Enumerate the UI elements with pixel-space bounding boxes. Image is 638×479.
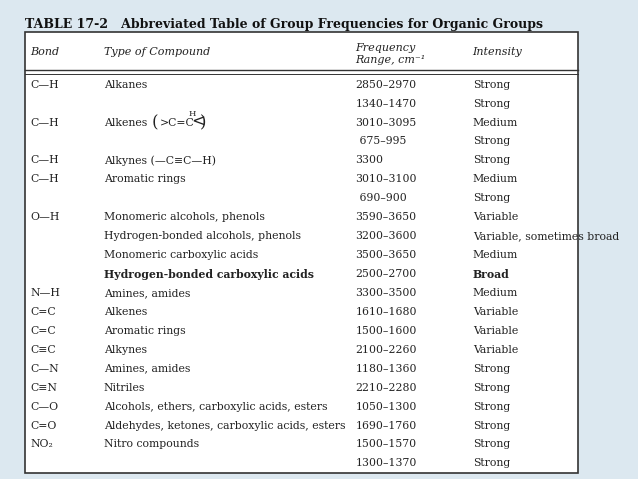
Text: Strong: Strong <box>473 137 510 147</box>
Text: C≡N: C≡N <box>31 383 57 393</box>
Text: Nitro compounds: Nitro compounds <box>104 439 199 449</box>
Text: Medium: Medium <box>473 288 518 298</box>
Text: Hydrogen-bonded alcohols, phenols: Hydrogen-bonded alcohols, phenols <box>104 231 301 241</box>
Text: 675–995: 675–995 <box>355 137 406 147</box>
Text: ): ) <box>200 114 206 131</box>
Text: 3300: 3300 <box>355 155 383 165</box>
Text: Hydrogen-bonded carboxylic acids: Hydrogen-bonded carboxylic acids <box>104 269 314 280</box>
Text: Strong: Strong <box>473 194 510 203</box>
Text: Strong: Strong <box>473 383 510 393</box>
Text: TABLE 17-2   Abbreviated Table of Group Frequencies for Organic Groups: TABLE 17-2 Abbreviated Table of Group Fr… <box>25 18 543 31</box>
Text: Type of Compound: Type of Compound <box>104 47 210 57</box>
Text: 690–900: 690–900 <box>355 194 406 203</box>
Text: 3590–3650: 3590–3650 <box>355 212 417 222</box>
Text: Intensity: Intensity <box>473 47 523 57</box>
Text: Medium: Medium <box>473 250 518 260</box>
Text: 3300–3500: 3300–3500 <box>355 288 417 298</box>
Text: O—H: O—H <box>31 212 60 222</box>
Text: Alkenes: Alkenes <box>104 117 147 127</box>
Text: Amines, amides: Amines, amides <box>104 364 190 374</box>
Text: C—H: C—H <box>31 80 59 90</box>
Text: C=O: C=O <box>31 421 57 431</box>
Text: Amines, amides: Amines, amides <box>104 288 190 298</box>
Text: Strong: Strong <box>473 458 510 468</box>
Text: C≡C: C≡C <box>31 345 56 355</box>
Text: >C=C: >C=C <box>160 117 194 127</box>
Text: Strong: Strong <box>473 401 510 411</box>
Text: 3200–3600: 3200–3600 <box>355 231 417 241</box>
Text: Variable: Variable <box>473 212 518 222</box>
Text: Alkanes: Alkanes <box>104 80 147 90</box>
Text: C—N: C—N <box>31 364 59 374</box>
Text: Nitriles: Nitriles <box>104 383 145 393</box>
Text: Frequency: Frequency <box>355 43 416 53</box>
Text: 1180–1360: 1180–1360 <box>355 364 417 374</box>
Text: (: ( <box>152 114 158 131</box>
Text: 1500–1600: 1500–1600 <box>355 326 417 336</box>
Text: Aromatic rings: Aromatic rings <box>104 326 186 336</box>
Text: N—H: N—H <box>31 288 61 298</box>
Text: Variable: Variable <box>473 307 518 317</box>
Text: <: < <box>191 114 205 131</box>
Text: Strong: Strong <box>473 439 510 449</box>
Text: 3500–3650: 3500–3650 <box>355 250 417 260</box>
Text: Strong: Strong <box>473 364 510 374</box>
Text: Alcohols, ethers, carboxylic acids, esters: Alcohols, ethers, carboxylic acids, este… <box>104 401 327 411</box>
Text: 2850–2970: 2850–2970 <box>355 80 417 90</box>
Text: Monomeric carboxylic acids: Monomeric carboxylic acids <box>104 250 258 260</box>
Text: Alkynes: Alkynes <box>104 345 147 355</box>
Text: 1500–1570: 1500–1570 <box>355 439 417 449</box>
Text: Medium: Medium <box>473 174 518 184</box>
Text: 1690–1760: 1690–1760 <box>355 421 417 431</box>
Text: 2100–2260: 2100–2260 <box>355 345 417 355</box>
Text: Monomeric alcohols, phenols: Monomeric alcohols, phenols <box>104 212 265 222</box>
Text: Aldehydes, ketones, carboxylic acids, esters: Aldehydes, ketones, carboxylic acids, es… <box>104 421 345 431</box>
Text: Bond: Bond <box>31 47 60 57</box>
Text: C—H: C—H <box>31 155 59 165</box>
Text: 2210–2280: 2210–2280 <box>355 383 417 393</box>
Text: 1050–1300: 1050–1300 <box>355 401 417 411</box>
Text: Medium: Medium <box>473 117 518 127</box>
Text: 3010–3100: 3010–3100 <box>355 174 417 184</box>
Text: Variable: Variable <box>473 326 518 336</box>
Text: Strong: Strong <box>473 80 510 90</box>
Text: C=C: C=C <box>31 326 56 336</box>
Text: Strong: Strong <box>473 99 510 109</box>
Text: Strong: Strong <box>473 421 510 431</box>
Text: 1610–1680: 1610–1680 <box>355 307 417 317</box>
Text: Alkynes (—C≡C—H): Alkynes (—C≡C—H) <box>104 155 216 166</box>
Text: Variable, sometimes broad: Variable, sometimes broad <box>473 231 619 241</box>
Text: Broad: Broad <box>473 269 509 280</box>
Text: Range, cm⁻¹: Range, cm⁻¹ <box>355 55 426 65</box>
Text: 2500–2700: 2500–2700 <box>355 269 417 279</box>
Text: C—H: C—H <box>31 174 59 184</box>
Text: 1340–1470: 1340–1470 <box>355 99 417 109</box>
Text: H: H <box>188 110 195 118</box>
Text: NO₂: NO₂ <box>31 439 54 449</box>
Text: 1300–1370: 1300–1370 <box>355 458 417 468</box>
Text: Alkenes: Alkenes <box>104 307 147 317</box>
Text: C—O: C—O <box>31 401 59 411</box>
Text: C—H: C—H <box>31 117 59 127</box>
Text: C=C: C=C <box>31 307 56 317</box>
Text: Variable: Variable <box>473 345 518 355</box>
Text: Aromatic rings: Aromatic rings <box>104 174 186 184</box>
Text: Strong: Strong <box>473 155 510 165</box>
Text: 3010–3095: 3010–3095 <box>355 117 417 127</box>
